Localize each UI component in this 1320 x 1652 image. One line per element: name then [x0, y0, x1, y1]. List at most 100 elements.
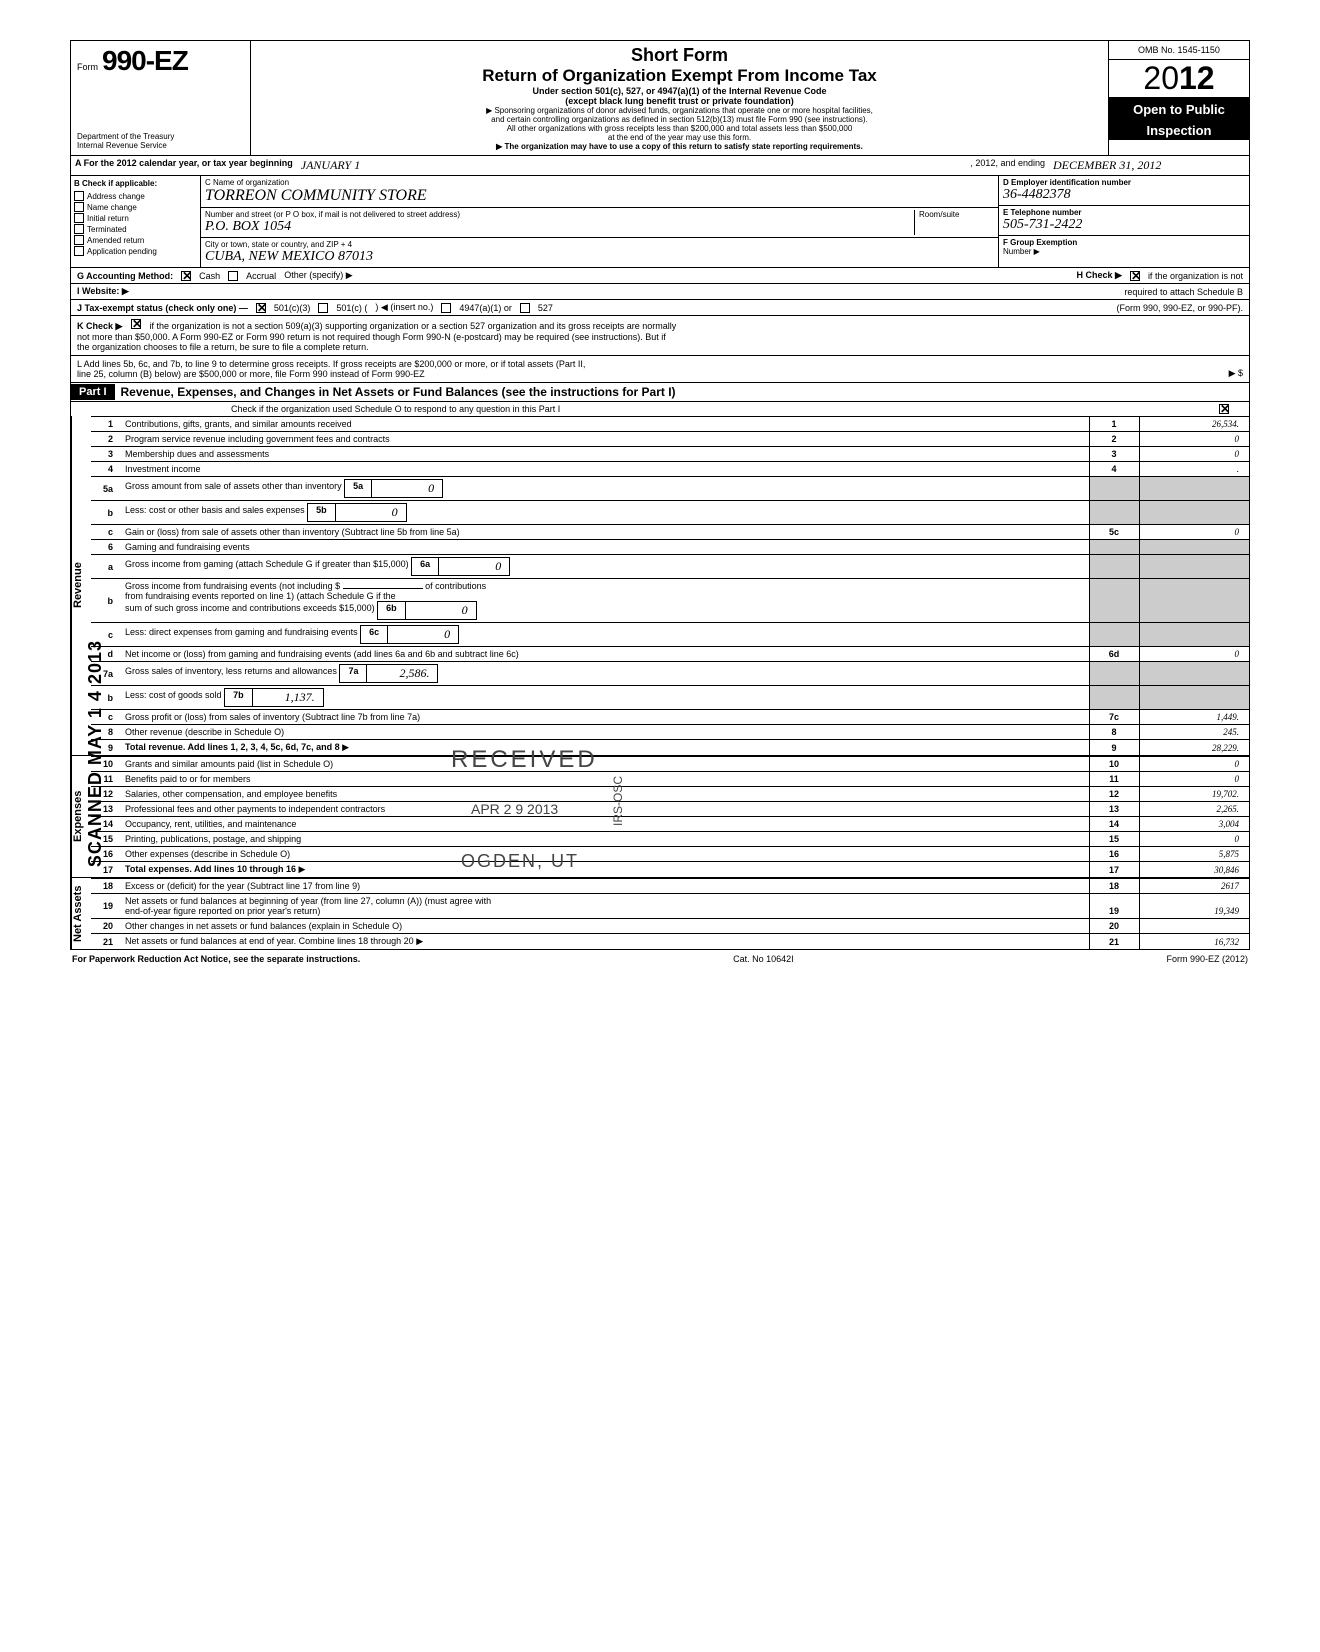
paperwork-notice: For Paperwork Reduction Act Notice, see …	[72, 954, 360, 964]
expenses-label: Expenses	[71, 756, 91, 877]
l11-val: 0	[1139, 772, 1249, 787]
j-label: J Tax-exempt status (check only one) —	[77, 303, 248, 313]
k-text1: if the organization is not a section 509…	[149, 321, 676, 331]
l9-val: 28,229.	[1139, 740, 1249, 756]
room-label: Room/suite	[914, 210, 994, 235]
opt-501c3: 501(c)(3)	[274, 303, 311, 313]
cb-k[interactable]	[131, 319, 141, 329]
l18-val: 2617	[1139, 879, 1249, 894]
h-label: H Check ▶	[1077, 270, 1122, 281]
other-label: Other (specify) ▶	[284, 270, 352, 281]
l4-desc: Investment income	[125, 464, 201, 474]
l7c-desc: Gross profit or (loss) from sales of inv…	[125, 712, 420, 722]
expenses-table: 10Grants and similar amounts paid (list …	[91, 756, 1249, 877]
year-end: DECEMBER 31, 2012	[1053, 158, 1161, 172]
l15-val: 0	[1139, 832, 1249, 847]
l17-desc: Total expenses. Add lines 10 through 16	[125, 864, 296, 874]
l-text1: L Add lines 5b, 6c, and 7b, to line 9 to…	[77, 359, 585, 369]
k-text2: not more than $50,000. A Form 990-EZ or …	[77, 332, 666, 342]
inspection: Inspection	[1109, 121, 1249, 140]
tel-label: E Telephone number	[1003, 208, 1245, 217]
l2-val: 0	[1139, 432, 1249, 447]
ein: 36-4482378	[1003, 187, 1245, 203]
cb-part1[interactable]	[1219, 404, 1229, 414]
l17-val: 30,846	[1139, 862, 1249, 878]
opt-527: 527	[538, 303, 553, 313]
part1-label: Part I	[71, 384, 115, 400]
h-text: if the organization is not	[1148, 271, 1243, 281]
tel: 505-731-2422	[1003, 217, 1245, 233]
cb-amended-label: Amended return	[87, 236, 144, 245]
cb-amended[interactable]	[74, 235, 84, 245]
cb-terminated[interactable]	[74, 224, 84, 234]
cb-pending[interactable]	[74, 246, 84, 256]
l14-val: 3,004	[1139, 817, 1249, 832]
l9-desc: Total revenue. Add lines 1, 2, 3, 4, 5c,…	[125, 742, 340, 752]
l5a-desc: Gross amount from sale of assets other t…	[125, 481, 342, 491]
cb-h[interactable]	[1130, 271, 1140, 281]
cb-501c3[interactable]	[256, 303, 266, 313]
name-label: C Name of organization	[205, 178, 994, 187]
l15-desc: Printing, publications, postage, and shi…	[125, 834, 301, 844]
cb-cash[interactable]	[181, 271, 191, 281]
part1-check-text: Check if the organization used Schedule …	[231, 404, 560, 414]
row-l: L Add lines 5b, 6c, and 7b, to line 9 to…	[70, 356, 1250, 383]
row-a-label: A For the 2012 calendar year, or tax yea…	[71, 156, 297, 175]
cb-name[interactable]	[74, 202, 84, 212]
sponsor4: at the end of the year may use this form…	[261, 133, 1098, 142]
city-label: City or town, state or country, and ZIP …	[205, 240, 994, 249]
sponsor3: All other organizations with gross recei…	[261, 124, 1098, 133]
l16-val: 5,875	[1139, 847, 1249, 862]
form-label: Form	[77, 62, 98, 72]
l5c-desc: Gain or (loss) from sale of assets other…	[125, 527, 460, 537]
l6b-desc3: from fundraising events reported on line…	[125, 591, 396, 601]
form-header: Form 990-EZ Department of the Treasury I…	[70, 40, 1250, 156]
grp-sub: Number ▶	[1003, 247, 1245, 256]
l2-desc: Program service revenue including govern…	[125, 434, 390, 444]
grp-label: F Group Exemption	[1003, 238, 1245, 247]
l5b-desc: Less: cost or other basis and sales expe…	[125, 505, 305, 515]
cat-no: Cat. No 10642I	[733, 954, 794, 964]
l16-desc: Other expenses (describe in Schedule O)	[125, 849, 290, 859]
l8-val: 245.	[1139, 725, 1249, 740]
cb-address[interactable]	[74, 191, 84, 201]
cash-label: Cash	[199, 271, 220, 281]
k-label: K Check ▶	[77, 321, 122, 331]
cb-name-label: Name change	[87, 203, 137, 212]
cb-527[interactable]	[520, 303, 530, 313]
cb-4947[interactable]	[441, 303, 451, 313]
ein-label: D Employer identification number	[1003, 178, 1245, 187]
l18-desc: Excess or (deficit) for the year (Subtra…	[125, 881, 360, 891]
col-b: B Check if applicable: Address change Na…	[71, 176, 201, 267]
l12-val: 19,702.	[1139, 787, 1249, 802]
cb-terminated-label: Terminated	[87, 225, 127, 234]
accrual-label: Accrual	[246, 271, 276, 281]
l11-desc: Benefits paid to or for members	[125, 774, 251, 784]
cb-initial[interactable]	[74, 213, 84, 223]
l19-desc1: Net assets or fund balances at beginning…	[125, 896, 491, 906]
l20-desc: Other changes in net assets or fund bala…	[125, 921, 402, 931]
opt-4947: 4947(a)(1) or	[459, 303, 512, 313]
irs-osc-stamp: IRS-OSC	[611, 776, 625, 826]
omb-number: OMB No. 1545-1150	[1109, 41, 1249, 60]
footer: For Paperwork Reduction Act Notice, see …	[70, 950, 1250, 968]
l6d-val: 0	[1139, 647, 1249, 662]
irs-text: Internal Revenue Service	[77, 142, 244, 151]
subtitle2: (except black lung benefit trust or priv…	[261, 96, 1098, 106]
date-stamp: APR 2 9 2013	[471, 801, 558, 817]
cb-accrual[interactable]	[228, 271, 238, 281]
revenue-label: Revenue	[71, 416, 91, 755]
l3-val: 0	[1139, 447, 1249, 462]
l-text2: line 25, column (B) below) are $500,000 …	[77, 369, 585, 379]
l13-val: 2,265.	[1139, 802, 1249, 817]
row-k: K Check ▶ if the organization is not a s…	[70, 316, 1250, 356]
l14-desc: Occupancy, rent, utilities, and maintena…	[125, 819, 296, 829]
street: P.O. BOX 1054	[205, 219, 914, 235]
cb-501c[interactable]	[318, 303, 328, 313]
l20-val	[1139, 919, 1249, 934]
sponsor1: ▶ Sponsoring organizations of donor advi…	[261, 106, 1098, 115]
title-short: Short Form	[261, 45, 1098, 66]
l-arrow: ▶ $	[1229, 368, 1243, 379]
l6b-desc1: Gross income from fundraising events (no…	[125, 581, 340, 591]
year-begin: JANUARY 1	[301, 158, 360, 172]
